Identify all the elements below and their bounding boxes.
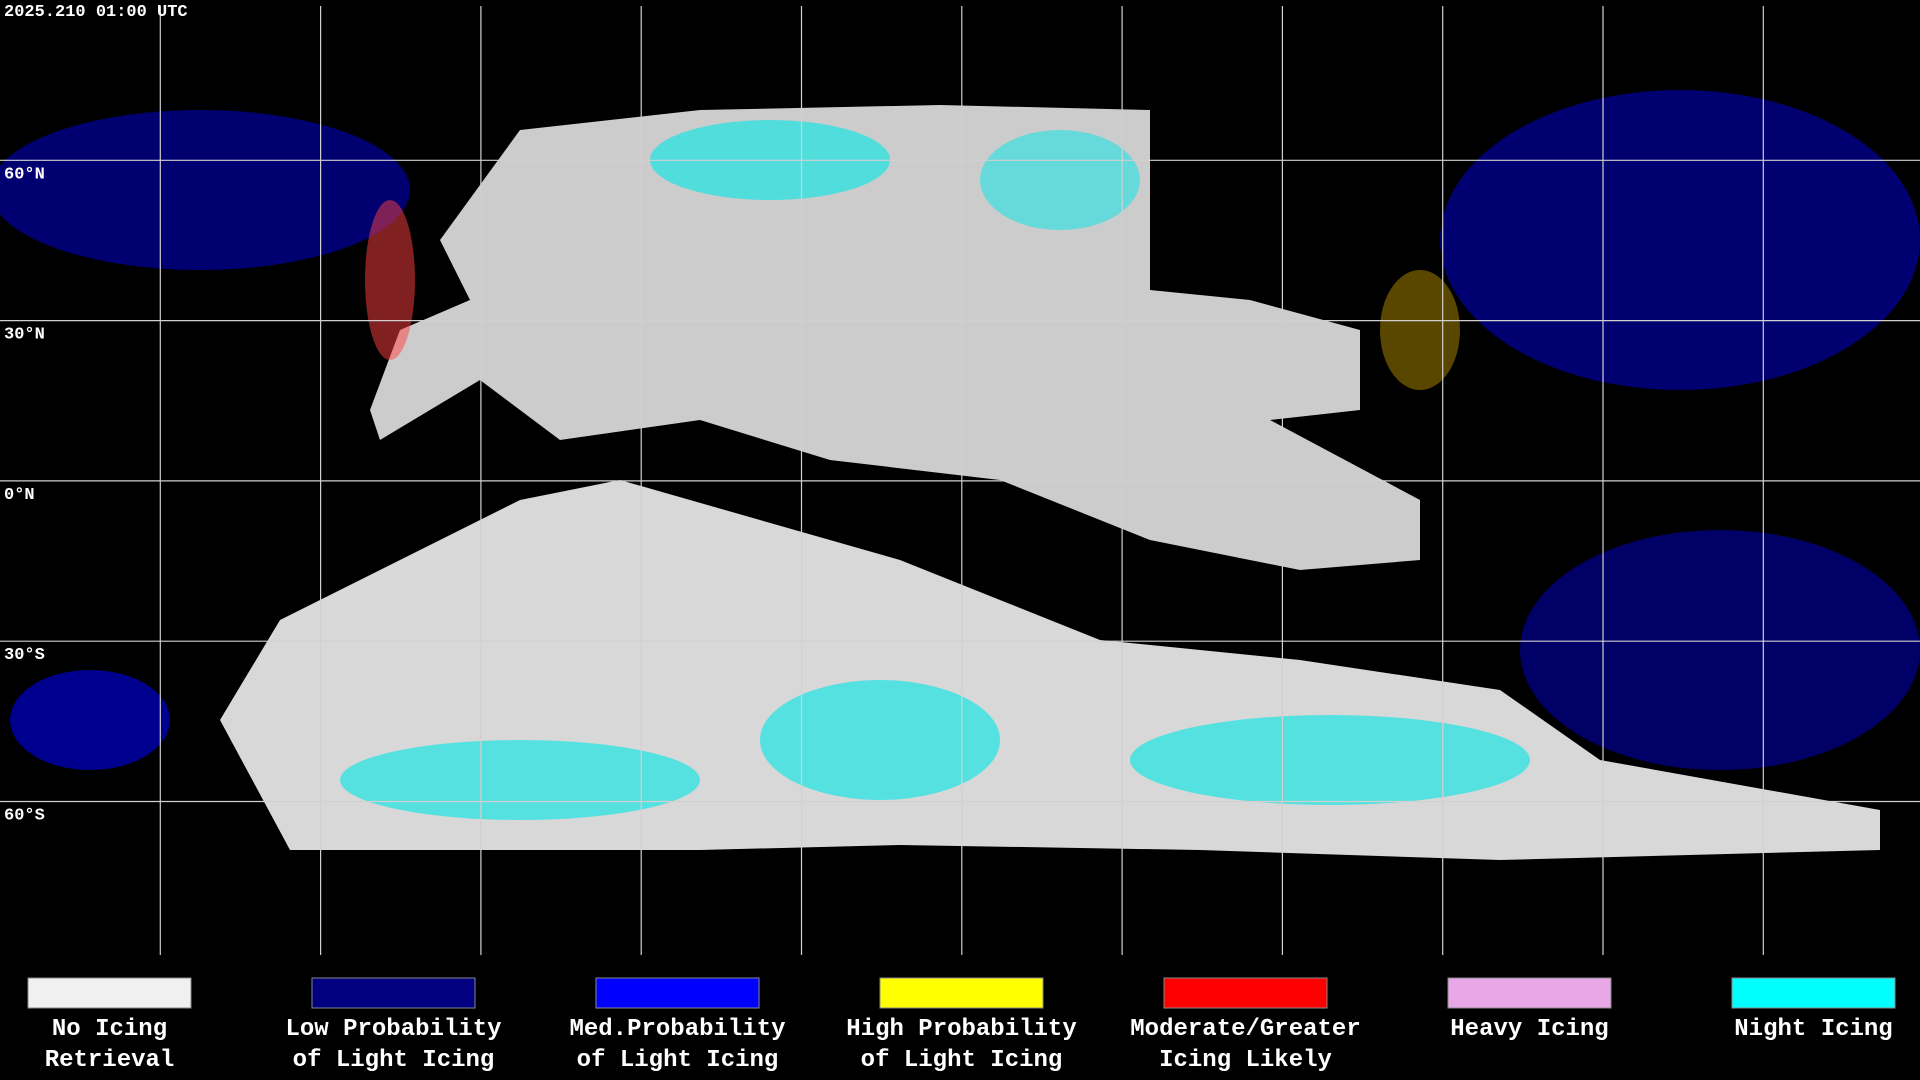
latitude-label: 30°S — [4, 646, 45, 665]
latitude-label: 60°N — [4, 165, 45, 184]
legend-label: Heavy Icing — [1450, 1016, 1608, 1043]
latitude-label: 60°S — [4, 807, 45, 826]
legend-swatch — [311, 977, 476, 1009]
legend-label: Retrieval — [45, 1047, 175, 1074]
legend-swatch — [27, 977, 192, 1009]
icing-area — [10, 670, 170, 770]
legend-swatch — [1447, 977, 1612, 1009]
legend-label: Moderate/Greater — [1130, 1016, 1360, 1043]
legend-label: of Light Icing — [861, 1047, 1063, 1074]
night-icing-area — [1130, 715, 1530, 805]
legend-label: No Icing — [52, 1016, 167, 1043]
icing-area — [0, 110, 410, 270]
night-icing-area — [340, 740, 700, 820]
timestamp: 2025.210 01:00 UTC — [4, 3, 188, 22]
legend-label: High Probability — [846, 1016, 1076, 1043]
legend-swatch — [1731, 977, 1896, 1009]
legend-swatch — [879, 977, 1044, 1009]
legend-label: Icing Likely — [1159, 1047, 1332, 1074]
legend: No Icing Retrieval Low Probability of Light… — [27, 977, 1896, 1074]
latitude-labels: 60°N 30°N 0°N 30°S 60°S — [4, 165, 45, 825]
legend-swatch — [595, 977, 760, 1009]
cloud-north — [370, 105, 1420, 570]
night-icing-area — [760, 680, 1000, 800]
graticule — [0, 6, 1920, 955]
legend-label: Night Icing — [1734, 1016, 1892, 1043]
night-icing-area — [980, 130, 1140, 230]
icing-area — [1440, 90, 1920, 390]
legend-swatch — [1163, 977, 1328, 1009]
legend-label: Low Probability — [285, 1016, 501, 1043]
legend-label: Med.Probability — [569, 1016, 785, 1043]
latitude-label: 0°N — [4, 486, 35, 505]
icing-area — [1520, 530, 1920, 770]
legend-label: of Light Icing — [293, 1047, 495, 1074]
legend-label: of Light Icing — [577, 1047, 779, 1074]
cloud-fields — [0, 90, 1920, 860]
latitude-label: 30°N — [4, 326, 45, 345]
icing-area — [365, 200, 415, 360]
icing-area — [1380, 270, 1460, 390]
